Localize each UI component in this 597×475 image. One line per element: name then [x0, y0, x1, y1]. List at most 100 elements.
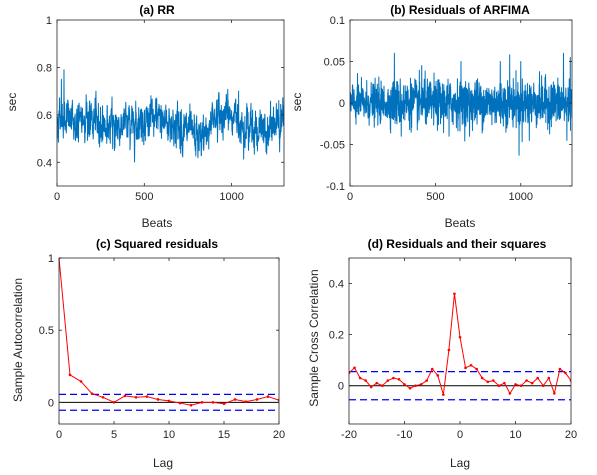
panel-b-ytick-label: 0.05: [324, 57, 345, 69]
panel-c-point: [244, 400, 248, 403]
panel-b-ytick-label: 0.1: [330, 15, 345, 27]
panel-c-point: [211, 401, 215, 404]
panel-c-title: (c) Squared residuals: [96, 237, 218, 251]
panel-c-point: [266, 395, 270, 398]
panel-d-title: (d) Residuals and their squares: [368, 237, 547, 251]
panel-d-point: [364, 379, 367, 382]
panel-a-ytick-label: 0.8: [37, 62, 52, 74]
panel-a-xtick-label: 500: [135, 191, 153, 203]
panel-c-point: [79, 380, 83, 383]
panel-a-ytick-label: 1: [46, 15, 52, 27]
panel-c-point: [222, 402, 226, 406]
panel-d-point: [458, 335, 462, 339]
panel-d-point: [414, 384, 417, 387]
panel-c-point: [90, 392, 94, 395]
panel-c-ytick-label: 0: [48, 397, 54, 409]
panel-c-point: [233, 398, 237, 401]
panel-d-point: [536, 376, 539, 380]
panel-c-point: [167, 399, 171, 403]
panel-a-xtick-label: 1000: [219, 191, 243, 203]
panel-c-point: [145, 395, 149, 398]
panel-c-point: [123, 394, 127, 398]
panel-d-ytick-label: 0.2: [329, 330, 344, 342]
panel-d-point: [358, 376, 362, 380]
panel-c-xtick-label: 0: [56, 429, 62, 441]
panel-d-point: [547, 376, 551, 380]
panel-b-ylabel: sec: [290, 93, 304, 112]
panel-d-point: [425, 379, 429, 382]
panel-b: (b) Residuals of ARFIMA 0 500 1000 -0.1 -0.0…: [290, 3, 573, 230]
panel-a-xlabel: Beats: [142, 216, 173, 230]
panel-c-ytick-label: 1: [48, 253, 54, 265]
panel-a-plot: [56, 19, 285, 187]
panel-d-xtick-label: 20: [565, 429, 577, 441]
panel-a-ytick-label: 0.4: [37, 157, 52, 169]
panel-d-point: [486, 380, 490, 384]
panel-d-point: [397, 378, 401, 381]
panel-b-xtick-label: 500: [426, 191, 444, 203]
panel-c-point: [134, 395, 138, 399]
panel-d-point: [408, 386, 412, 390]
panel-d-point: [403, 383, 406, 386]
panel-a-title: (a) RR: [139, 3, 175, 17]
panel-c-xlabel: Lag: [153, 456, 173, 470]
panel-d-ticks: -20 -10 0 10 20 0 0.2 0.4: [329, 258, 577, 441]
panel-d-point: [386, 379, 390, 382]
panel-b-series-line: [350, 52, 572, 156]
panel-a-ylabel: sec: [5, 93, 19, 112]
panel-b-ytick-label: -0.1: [326, 181, 345, 193]
panel-a-ytick-label: 0.6: [37, 110, 52, 122]
panel-d: (d) Residuals and their squares -20 -10 0 1…: [307, 237, 577, 470]
panel-d-point: [419, 383, 423, 386]
panel-d-point: [558, 367, 562, 371]
panel-b-title: (b) Residuals of ARFIMA: [390, 3, 530, 17]
panel-d-point: [392, 376, 395, 380]
panel-b-xlabel: Beats: [445, 216, 476, 230]
panel-d-point: [381, 384, 384, 387]
panel-c-xtick-label: 10: [163, 429, 175, 441]
panel-a-axes-box: [56, 19, 285, 187]
panel-d-point: [519, 384, 523, 387]
panel-d-xtick-label: -10: [397, 429, 413, 441]
panel-d-point: [492, 379, 495, 382]
panel-d-point: [447, 348, 451, 352]
panel-d-point: [375, 381, 379, 385]
panel-b-xtick-label: 1000: [509, 191, 533, 203]
panel-d-ytick-label: 0.4: [329, 279, 344, 291]
panel-c-xtick-label: 20: [273, 429, 285, 441]
panel-d-point: [503, 381, 506, 385]
panel-b-ytick-label: 0: [339, 98, 345, 110]
panel-d-point: [469, 363, 473, 367]
panel-d-plot: [348, 257, 572, 425]
panel-d-point: [436, 374, 440, 377]
panel-a-ticks: 0 500 1000 0.4 0.6 0.8 1: [37, 15, 284, 203]
panel-d-point: [553, 392, 556, 395]
panel-d-xlabel: Lag: [450, 456, 470, 470]
panel-d-ylabel: Sample Cross Correlation: [307, 269, 321, 406]
panel-c-point: [68, 373, 72, 377]
panel-b-ytick-label: -0.05: [320, 140, 345, 152]
panel-a: (a) RR 0 500 1000 0.4 0.6 0.8 1 Beats sec: [5, 3, 285, 230]
panel-c-point: [189, 403, 193, 407]
panel-d-point: [530, 381, 534, 385]
panel-c-point: [112, 401, 116, 404]
panel-c-ytick-label: 0.5: [39, 325, 54, 337]
panel-d-point: [453, 292, 456, 296]
panel-d-point: [369, 385, 373, 389]
panel-d-point: [525, 379, 528, 382]
panel-d-point: [464, 366, 467, 370]
panel-d-point: [430, 367, 434, 371]
panel-b-ticks: 0 500 1000 -0.1 -0.05 0 0.05 0.1: [320, 15, 572, 203]
panel-c-point: [101, 395, 105, 399]
panel-d-point: [541, 384, 545, 387]
panel-d-point: [475, 367, 478, 371]
panel-c-point: [178, 401, 182, 405]
panel-d-point: [508, 392, 512, 395]
panel-d-point: [497, 384, 501, 387]
panel-d-point: [480, 376, 484, 380]
panel-d-xtick-label: 0: [457, 429, 463, 441]
panel-c-point: [255, 398, 259, 401]
panel-c-ticks: 0 5 10 15 20 0 0.5 1: [39, 253, 285, 441]
